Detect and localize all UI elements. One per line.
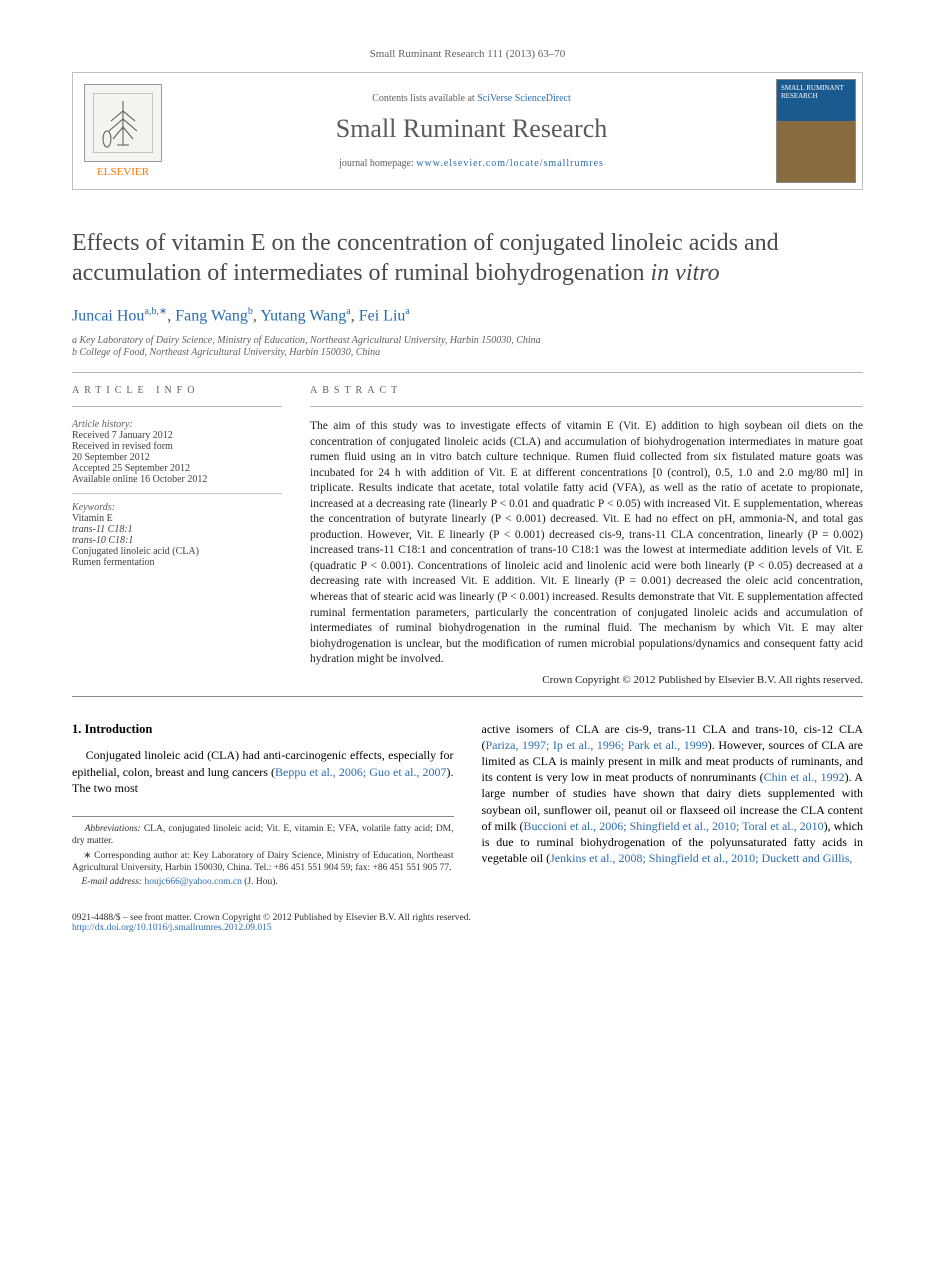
info-divider-1 [72, 406, 282, 407]
cite-buccioni-etc[interactable]: Buccioni et al., 2006; Shingfield et al.… [524, 819, 824, 833]
elsevier-tree-icon [84, 84, 162, 162]
cover-thumbnail-block: SMALL RUMINANT RESEARCH [770, 73, 862, 189]
doi-link[interactable]: http://dx.doi.org/10.1016/j.smallrumres.… [72, 923, 272, 933]
corr-text: Corresponding author at: Key Laboratory … [72, 851, 454, 873]
sciencedirect-link[interactable]: SciVerse ScienceDirect [477, 93, 571, 104]
history-1: Received 7 January 2012 [72, 430, 282, 441]
affiliations: a Key Laboratory of Dairy Science, Minis… [72, 335, 863, 358]
cite-beppu-guo[interactable]: Beppu et al., 2006; Guo et al., 2007 [275, 765, 446, 779]
author-3-sup: a [346, 306, 350, 317]
contents-line: Contents lists available at SciVerse Sci… [183, 93, 760, 104]
email-tail: (J. Hou). [242, 877, 278, 887]
author-2-sup: b [248, 306, 253, 317]
email-link[interactable]: houjc666@yahoo.com.cn [144, 877, 241, 887]
corresponding-line: ∗ Corresponding author at: Key Laborator… [72, 850, 454, 875]
body-col-left: 1. Introduction Conjugated linoleic acid… [72, 721, 454, 889]
journal-homepage-line: journal homepage: www.elsevier.com/locat… [183, 158, 760, 169]
history-5: Available online 16 October 2012 [72, 474, 282, 485]
article-info-column: ARTICLE INFO Article history: Received 7… [72, 385, 282, 685]
publisher-logo-block: ELSEVIER [73, 73, 173, 189]
intro-p1-right: active isomers of CLA are cis-9, trans-1… [482, 721, 864, 867]
divider-top [72, 372, 863, 373]
author-1-sup: a,b,∗ [144, 306, 167, 317]
footnotes-block: Abbreviations: CLA, conjugated linoleic … [72, 816, 454, 889]
kw-2: trans-11 C18:1 [72, 524, 282, 535]
body-col-right: active isomers of CLA are cis-9, trans-1… [482, 721, 864, 889]
abbrev-line: Abbreviations: CLA, conjugated linoleic … [72, 823, 454, 848]
history-2: Received in revised form [72, 441, 282, 452]
journal-name: Small Ruminant Research [183, 114, 760, 144]
article-info-head: ARTICLE INFO [72, 385, 282, 396]
journal-cover-icon: SMALL RUMINANT RESEARCH [776, 79, 856, 183]
intro-p1-left: Conjugated linoleic acid (CLA) had anti-… [72, 747, 454, 796]
kw-4: Conjugated linoleic acid (CLA) [72, 546, 282, 557]
homepage-link[interactable]: www.elsevier.com/locate/smallrumres [416, 158, 604, 169]
footer-line1: 0921-4488/$ – see front matter. Crown Co… [72, 913, 863, 923]
homepage-prefix: journal homepage: [339, 158, 416, 169]
abstract-head: ABSTRACT [310, 385, 863, 396]
contents-prefix: Contents lists available at [372, 93, 477, 104]
cite-chin[interactable]: Chin et al., 1992 [764, 770, 845, 784]
author-4-sup: a [405, 306, 409, 317]
author-3[interactable]: Yutang Wang [260, 307, 346, 324]
title-italic: in vitro [651, 260, 720, 286]
kw-3: trans-10 C18:1 [72, 535, 282, 546]
journal-header-box: ELSEVIER Contents lists available at Sci… [72, 72, 863, 190]
info-abstract-row: ARTICLE INFO Article history: Received 7… [72, 385, 863, 685]
abbrev-label: Abbreviations: [85, 824, 141, 834]
affil-a: a Key Laboratory of Dairy Science, Minis… [72, 335, 863, 346]
email-line: E-mail address: houjc666@yahoo.com.cn (J… [72, 876, 454, 888]
cite-jenkins-etc[interactable]: Jenkins et al., 2008; Shingfield et al.,… [550, 851, 852, 865]
divider-mid [72, 696, 863, 697]
keywords-block: Keywords: Vitamin E trans-11 C18:1 trans… [72, 502, 282, 576]
author-list: Juncai Houa,b,∗, Fang Wangb, Yutang Wang… [72, 306, 863, 325]
abs-divider [310, 406, 863, 407]
history-3: 20 September 2012 [72, 452, 282, 463]
history-4: Accepted 25 September 2012 [72, 463, 282, 474]
history-block: Article history: Received 7 January 2012… [72, 419, 282, 494]
abstract-column: ABSTRACT The aim of this study was to in… [310, 385, 863, 685]
kw-5: Rumen fermentation [72, 557, 282, 568]
top-citation: Small Ruminant Research 111 (2013) 63–70 [72, 48, 863, 60]
author-2[interactable]: Fang Wang [175, 307, 248, 324]
header-center: Contents lists available at SciVerse Sci… [173, 73, 770, 189]
keywords-head: Keywords: [72, 502, 282, 513]
body-two-column: 1. Introduction Conjugated linoleic acid… [72, 721, 863, 889]
article-title: Effects of vitamin E on the concentratio… [72, 228, 863, 288]
corr-star: ∗ [83, 851, 94, 861]
abstract-text: The aim of this study was to investigate… [310, 419, 863, 667]
history-head: Article history: [72, 419, 282, 430]
section-1-head: 1. Introduction [72, 721, 454, 738]
elsevier-label: ELSEVIER [97, 166, 149, 178]
affil-b: b College of Food, Northeast Agricultura… [72, 347, 863, 358]
abstract-copyright: Crown Copyright © 2012 Published by Else… [310, 674, 863, 686]
author-1[interactable]: Juncai Hou [72, 307, 144, 324]
kw-1: Vitamin E [72, 513, 282, 524]
page-footer: 0921-4488/$ – see front matter. Crown Co… [72, 913, 863, 933]
author-4[interactable]: Fei Liu [359, 307, 406, 324]
email-label: E-mail address: [82, 877, 145, 887]
cite-pariza-ip-park[interactable]: Pariza, 1997; Ip et al., 1996; Park et a… [486, 738, 708, 752]
